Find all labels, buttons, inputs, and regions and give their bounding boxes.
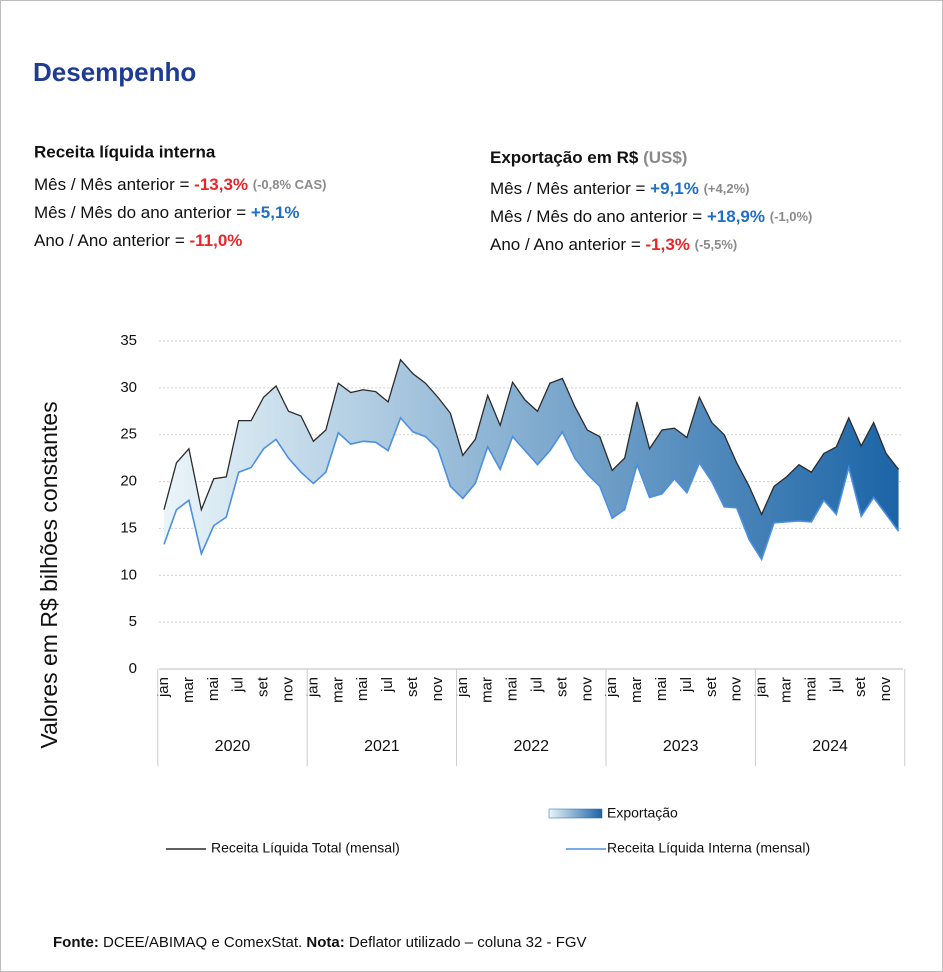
y-axis-label: Valores em R$ bilhões constantes: [36, 401, 62, 748]
x-tick-label: mai: [205, 677, 222, 701]
y-tick-label: 15: [120, 519, 137, 536]
x-tick-label: set: [703, 676, 720, 697]
legend-swatch: [548, 808, 603, 819]
y-tick-label: 25: [120, 426, 137, 443]
stat-label: Ano / Ano anterior =: [34, 231, 185, 250]
stat-note: (-0,8% CAS): [253, 177, 327, 192]
y-tick-label: 5: [129, 613, 137, 630]
stat-value: +5,1%: [251, 203, 300, 222]
x-tick-label: mai: [354, 677, 371, 701]
y-tick-label: 20: [120, 473, 137, 490]
right-stats-title: Exportação em R$ (US$): [490, 148, 687, 167]
x-tick-label: mai: [653, 677, 670, 701]
x-tick-label: nov: [728, 677, 745, 702]
x-tick-label: jan: [603, 677, 620, 698]
x-tick-label: set: [553, 676, 570, 697]
stat-value: -1,3%: [645, 235, 689, 254]
stat-line: Ano / Ano anterior = -1,3% (-5,5%): [490, 235, 737, 254]
stat-value: +9,1%: [650, 179, 699, 198]
stat-note: (-1,0%): [770, 209, 813, 224]
stat-label: Mês / Mês anterior =: [34, 175, 189, 194]
year-label: 2024: [812, 738, 848, 755]
stat-value: -11,0%: [189, 231, 242, 250]
legend-label: Receita Líquida Total (mensal): [211, 840, 400, 856]
stat-label: Mês / Mês do ano anterior =: [490, 207, 702, 226]
stat-note: (-5,5%): [695, 237, 738, 252]
x-tick-label: mai: [504, 677, 521, 701]
stat-line: Mês / Mês do ano anterior = +5,1%: [34, 203, 300, 222]
footer-note: Deflator utilizado – coluna 32 - FGV: [349, 934, 587, 951]
x-tick-label: jul: [528, 677, 545, 693]
x-tick-label: nov: [429, 677, 446, 702]
stat-value: +18,9%: [707, 207, 765, 226]
stat-note: (+4,2%): [704, 181, 750, 196]
stat-line: Mês / Mês do ano anterior = +18,9% (-1,0…: [490, 207, 812, 226]
series-line: [163, 416, 900, 562]
x-tick-label: set: [255, 676, 272, 697]
x-tick-label: mar: [628, 677, 645, 703]
footer-note-label: Nota:: [306, 934, 344, 951]
x-tick-label: mar: [180, 677, 197, 703]
footer-source-label: Fonte:: [53, 934, 99, 951]
stat-line: Mês / Mês anterior = -13,3% (-0,8% CAS): [34, 175, 326, 194]
stat-line: Mês / Mês anterior = +9,1% (+4,2%): [490, 179, 749, 198]
stat-line: Ano / Ano anterior = -11,0%: [34, 231, 242, 250]
x-tick-label: jan: [454, 677, 471, 698]
x-tick-label: nov: [279, 677, 296, 702]
x-tick-label: jan: [155, 677, 172, 698]
export-band: [164, 359, 899, 560]
y-tick-label: 10: [120, 566, 137, 583]
x-tick-label: mar: [777, 677, 794, 703]
x-tick-label: jan: [753, 677, 770, 698]
x-tick-label: set: [404, 676, 421, 697]
year-label: 2023: [663, 738, 699, 755]
legend-label: Exportação: [607, 805, 678, 821]
x-tick-label: jan: [304, 677, 321, 698]
stat-label: Mês / Mês do ano anterior =: [34, 203, 246, 222]
footer-source: DCEE/ABIMAQ e ComexStat.: [103, 934, 302, 951]
year-label: 2020: [215, 738, 251, 755]
x-tick-label: jul: [678, 677, 695, 693]
right-title-note: (US$): [643, 148, 687, 167]
x-tick-label: mar: [479, 677, 496, 703]
x-tick-label: jul: [230, 677, 247, 693]
footer: Fonte: DCEE/ABIMAQ e ComexStat. Nota: De…: [53, 934, 587, 951]
year-label: 2021: [364, 738, 400, 755]
stat-value: -13,3%: [194, 175, 248, 194]
x-tick-label: jul: [379, 677, 396, 693]
left-stats-title: Receita líquida interna: [34, 142, 216, 161]
legend-label: Receita Líquida Interna (mensal): [607, 840, 810, 856]
series-line: [163, 358, 900, 516]
page-title: Desempenho: [33, 57, 196, 87]
x-tick-label: mar: [329, 677, 346, 703]
x-tick-label: set: [852, 676, 869, 697]
y-tick-label: 0: [129, 660, 137, 677]
stat-label: Ano / Ano anterior =: [490, 235, 641, 254]
right-title-main: Exportação em R$: [490, 148, 639, 167]
x-tick-label: nov: [578, 677, 595, 702]
x-tick-label: mai: [802, 677, 819, 701]
x-tick-label: nov: [877, 677, 894, 702]
year-label: 2022: [513, 738, 549, 755]
x-tick-label: jul: [827, 677, 844, 693]
y-tick-label: 35: [120, 332, 137, 349]
stat-label: Mês / Mês anterior =: [490, 179, 645, 198]
y-tick-label: 30: [120, 379, 137, 396]
